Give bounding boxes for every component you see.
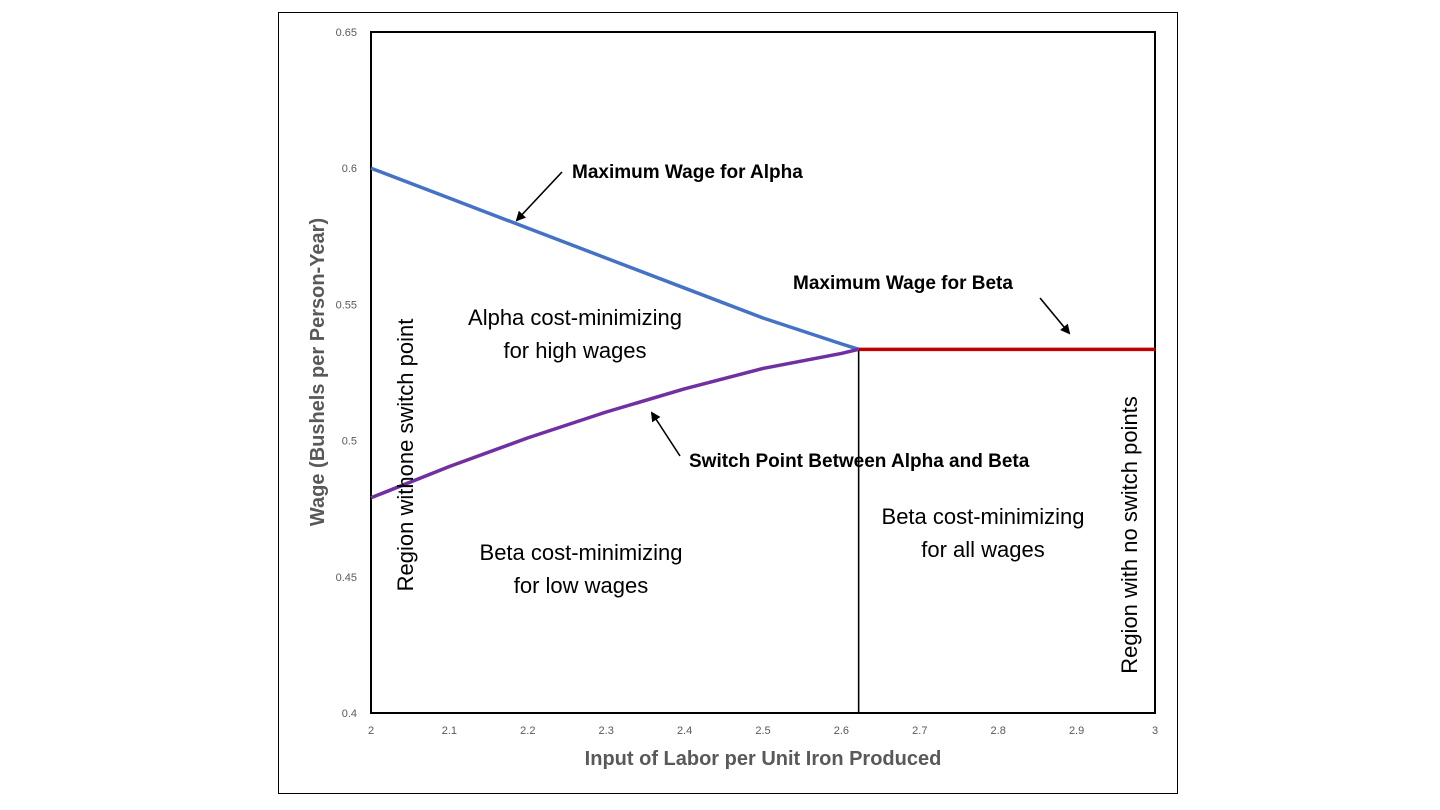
max-wage-beta-arrow (1039, 297, 1071, 335)
x-tick-label: 2.4 (677, 725, 692, 737)
x-tick-label: 2.1 (442, 725, 457, 737)
alpha-region-label-1: Alpha cost-minimizing (468, 305, 682, 330)
beta-all-label-1: Beta cost-minimizing (882, 504, 1085, 529)
y-tick-label: 0.5 (342, 436, 357, 448)
y-tick-labels: 0.4 0.45 0.5 0.55 0.6 0.65 (336, 27, 357, 720)
x-tick-label: 3 (1152, 725, 1158, 737)
y-tick-label: 0.65 (336, 27, 357, 39)
y-tick-label: 0.6 (342, 163, 357, 175)
region-one-switch-label: Region withone switch point (393, 319, 418, 592)
max-wage-alpha-label: Maximum Wage for Alpha (572, 162, 803, 183)
x-tick-label: 2.5 (755, 725, 770, 737)
x-axis-title: Input of Labor per Unit Iron Produced (585, 748, 942, 770)
x-tick-label: 2.7 (912, 725, 927, 737)
y-tick-label: 0.55 (336, 299, 357, 311)
chart-frame (278, 12, 1178, 794)
x-tick-label: 2.3 (599, 725, 614, 737)
y-tick-label: 0.4 (342, 708, 357, 720)
y-tick-label: 0.45 (336, 572, 357, 584)
x-tick-label: 2.8 (991, 725, 1006, 737)
plot-area (370, 31, 1156, 714)
beta-low-label-2: for low wages (514, 573, 649, 598)
switch-point-label: Switch Point Between Alpha and Beta (689, 451, 1030, 472)
region-no-switch-label: Region with no switch points (1117, 396, 1142, 674)
x-tick-label: 2.6 (834, 725, 849, 737)
x-tick-label: 2.9 (1069, 725, 1084, 737)
beta-all-label-2: for all wages (921, 537, 1045, 562)
y-axis-title: Wage (Bushels per Person-Year) (307, 218, 329, 526)
switch-point-curve (370, 347, 860, 500)
series-layer (370, 166, 1155, 713)
x-tick-label: 2.2 (520, 725, 535, 737)
max-wage-beta-label: Maximum Wage for Beta (793, 273, 1013, 294)
x-tick-labels: 2 2.1 2.2 2.3 2.4 2.5 2.6 2.7 2.8 2.9 3 (368, 725, 1158, 737)
max-wage-alpha-arrow (515, 171, 563, 222)
alpha-max-wage-line (370, 166, 860, 352)
x-tick-label: 2 (368, 725, 374, 737)
beta-low-label-1: Beta cost-minimizing (480, 540, 683, 565)
alpha-region-label-2: for high wages (503, 338, 646, 363)
switch-point-arrow (650, 411, 681, 457)
